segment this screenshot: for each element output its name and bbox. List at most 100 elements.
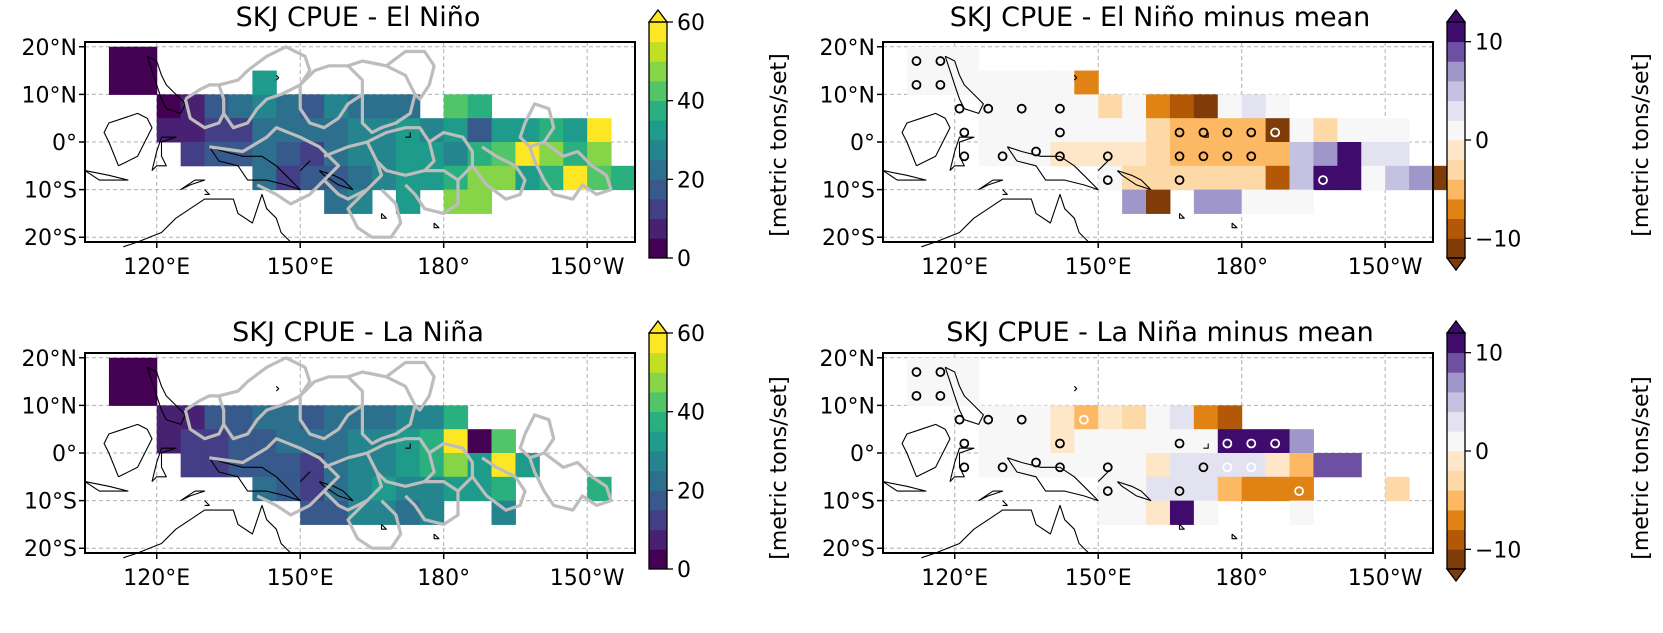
colorbar-tick-label: 40 [677, 401, 705, 426]
colorbar-segment [1447, 372, 1465, 393]
coastline [978, 179, 1004, 191]
eez-boundaries [183, 356, 613, 550]
heatmap-cell [252, 142, 277, 167]
heatmap-cell [443, 405, 469, 430]
heatmap-cell [1026, 429, 1051, 454]
heatmap-cell [1122, 405, 1147, 430]
coastline [123, 193, 292, 248]
coastline [1097, 471, 1109, 482]
heatmap-cell [1098, 405, 1123, 430]
colorbar-segment [1447, 159, 1465, 180]
x-tick-label: 150°W [550, 566, 625, 591]
significance-marker [997, 462, 1008, 473]
heatmap-cell [1146, 189, 1171, 214]
colorbar-segment [649, 372, 667, 393]
heatmap-cell [1265, 165, 1291, 191]
heatmap-cell [395, 500, 421, 525]
y-tick-label: 20°S [822, 537, 875, 562]
y-tick-label: 0° [52, 131, 77, 156]
eez-boundary [218, 356, 312, 441]
heatmap-cell [1026, 94, 1051, 119]
heatmap-cell [324, 118, 349, 143]
heatmap-cell [1337, 118, 1362, 143]
x-tick-label: 180° [417, 255, 470, 280]
heatmap-cell [204, 429, 229, 454]
colorbar-la-nina-minus-mean: [metric tons/set] −10 0 10 [1445, 319, 1654, 583]
colorbar-segment [649, 431, 667, 452]
heatmap-cell [1146, 94, 1171, 119]
coastline [123, 504, 292, 559]
heatmap-cell [1289, 500, 1314, 525]
y-tick-label: 10°N [22, 83, 77, 108]
eez-boundary [428, 441, 474, 493]
colorbar-segment [1447, 333, 1465, 354]
heatmap-cell [1098, 500, 1123, 525]
eez-boundary [209, 437, 341, 517]
heatmap-cell [1074, 142, 1099, 167]
heatmap-cell [1337, 453, 1362, 478]
panel-title: SKJ CPUE - La Niña [232, 317, 484, 348]
heatmap-cell [1193, 165, 1219, 191]
eez-boundary [347, 59, 417, 135]
significance-marker [1246, 462, 1257, 473]
coastline [1006, 457, 1099, 502]
significance-marker [1055, 462, 1065, 473]
heatmap-cell [180, 429, 206, 454]
colorbar-segment [1447, 490, 1465, 511]
x-tick-label: 150°W [1348, 255, 1423, 280]
x-tick-label: 180° [417, 566, 470, 591]
coastline [1116, 170, 1152, 191]
heatmap-cell [276, 94, 301, 119]
heatmap-cell [324, 429, 349, 454]
eez-boundary [518, 102, 556, 149]
heatmap-cell [1193, 476, 1219, 502]
x-tick-label: 120°E [123, 255, 190, 280]
significance-marker [935, 79, 946, 90]
heatmap-cell [954, 70, 980, 95]
colorbar-tick-label: 40 [677, 90, 705, 115]
heatmap-cell [300, 453, 325, 478]
colorbar-segment [649, 411, 667, 432]
colorbar-segment [649, 529, 667, 550]
heatmap-cell [1289, 165, 1314, 191]
coastline [1002, 500, 1008, 506]
significance-marker [911, 367, 922, 377]
heatmap-cell [563, 118, 588, 143]
coastline [84, 481, 129, 492]
heatmap-cell [1122, 453, 1147, 478]
heatmap-cell [1169, 94, 1195, 119]
coastline [901, 112, 951, 167]
colorbar-tick-label: −10 [1475, 538, 1521, 563]
heatmap-cell [1313, 118, 1338, 143]
heatmap-cell [276, 453, 301, 478]
significance-marker [911, 79, 922, 90]
heatmap-cell [1122, 94, 1147, 119]
colorbar-segment [1447, 218, 1465, 239]
coastline [1097, 160, 1109, 171]
significance-marker [959, 438, 970, 449]
heatmap-cell [1169, 453, 1195, 478]
heatmap-cell [1146, 142, 1171, 167]
eez-boundary [471, 145, 527, 201]
heatmap-cell [1265, 142, 1291, 167]
heatmap-cell [1217, 189, 1243, 214]
coastline [944, 366, 984, 425]
coastline [204, 500, 210, 506]
heatmap-cell [228, 405, 253, 430]
heatmap-cell [1074, 94, 1099, 119]
y-tick-label: 20°N [22, 36, 77, 61]
colorbar-tick-label: 0 [1475, 440, 1489, 465]
colorbar-label: [metric tons/set] [767, 53, 792, 237]
eez-boundary [346, 188, 403, 239]
heatmap-cell [252, 70, 277, 95]
y-tick-label: 10°N [820, 394, 875, 419]
significance-marker [1174, 151, 1185, 162]
heatmap-cell [467, 189, 493, 214]
colorbar-tick-label: 60 [677, 322, 705, 347]
coastline [1178, 213, 1185, 219]
heatmap-cell [1241, 94, 1267, 119]
heatmap-cell [1217, 94, 1243, 119]
colorbar-segment [649, 61, 667, 82]
panel-title: SKJ CPUE - El Niño [236, 2, 481, 33]
heatmap-cell [1217, 405, 1243, 430]
